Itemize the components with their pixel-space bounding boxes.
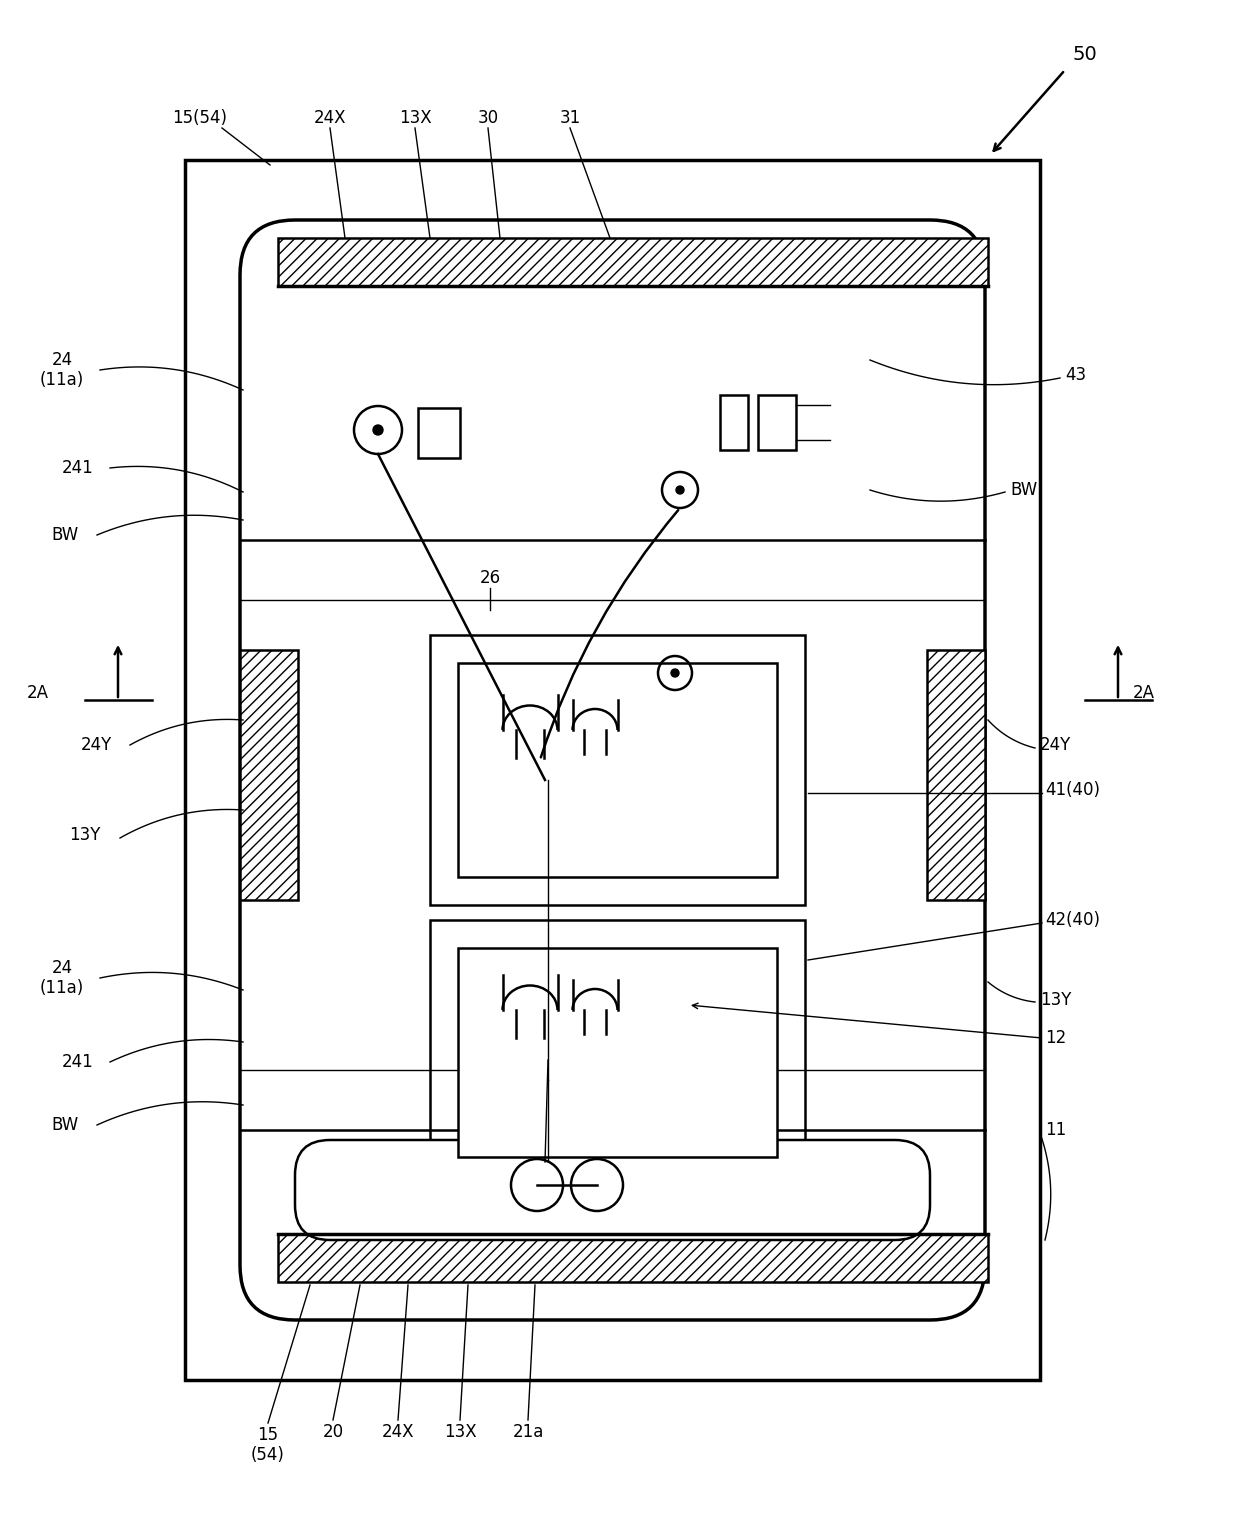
Text: (54): (54)	[250, 1446, 285, 1464]
Circle shape	[373, 425, 383, 435]
Text: (11a): (11a)	[40, 979, 84, 997]
Bar	[758, 395, 796, 450]
Text: 241: 241	[62, 1054, 94, 1070]
Text: BW: BW	[51, 1116, 78, 1135]
Bar	[430, 635, 805, 906]
Bar	[458, 948, 777, 1157]
Text: 13Y: 13Y	[1040, 991, 1071, 1009]
Text: BW: BW	[51, 525, 78, 544]
Text: 20: 20	[322, 1423, 343, 1441]
Bar	[241, 651, 298, 899]
Text: 26: 26	[480, 570, 501, 586]
Bar	[278, 238, 988, 286]
Text: (11a): (11a)	[40, 371, 84, 389]
Text: 2A: 2A	[1133, 684, 1154, 702]
Text: 31: 31	[559, 108, 580, 127]
Circle shape	[676, 486, 684, 495]
Text: 24: 24	[51, 959, 73, 977]
Text: 24Y: 24Y	[1040, 736, 1071, 754]
Text: 15(54): 15(54)	[172, 108, 227, 127]
Text: 21a: 21a	[512, 1423, 543, 1441]
Bar	[278, 1234, 988, 1283]
Text: 24Y: 24Y	[81, 736, 112, 754]
Text: 24X: 24X	[314, 108, 346, 127]
Text: 241: 241	[62, 460, 94, 476]
Bar	[720, 395, 748, 450]
FancyBboxPatch shape	[295, 1141, 930, 1240]
Text: 11: 11	[1045, 1121, 1066, 1139]
Circle shape	[671, 669, 680, 676]
Bar	[458, 663, 777, 876]
Bar	[928, 651, 985, 899]
Text: 13X: 13X	[399, 108, 432, 127]
Text: 43: 43	[1065, 366, 1086, 383]
Text: 13X: 13X	[444, 1423, 476, 1441]
Text: 13Y: 13Y	[69, 826, 100, 844]
Bar	[418, 408, 460, 458]
Text: 50: 50	[1073, 46, 1097, 64]
Text: 30: 30	[477, 108, 498, 127]
Text: 24X: 24X	[382, 1423, 414, 1441]
Text: 41(40): 41(40)	[1045, 780, 1100, 799]
Text: 42(40): 42(40)	[1045, 912, 1100, 928]
Text: 24: 24	[51, 351, 73, 370]
Text: 2A: 2A	[27, 684, 50, 702]
Text: 12: 12	[1045, 1029, 1066, 1048]
Text: BW: BW	[1011, 481, 1037, 499]
Bar	[430, 919, 805, 1185]
Bar	[185, 160, 1040, 1380]
FancyBboxPatch shape	[241, 220, 985, 1319]
Text: 15: 15	[258, 1426, 279, 1445]
